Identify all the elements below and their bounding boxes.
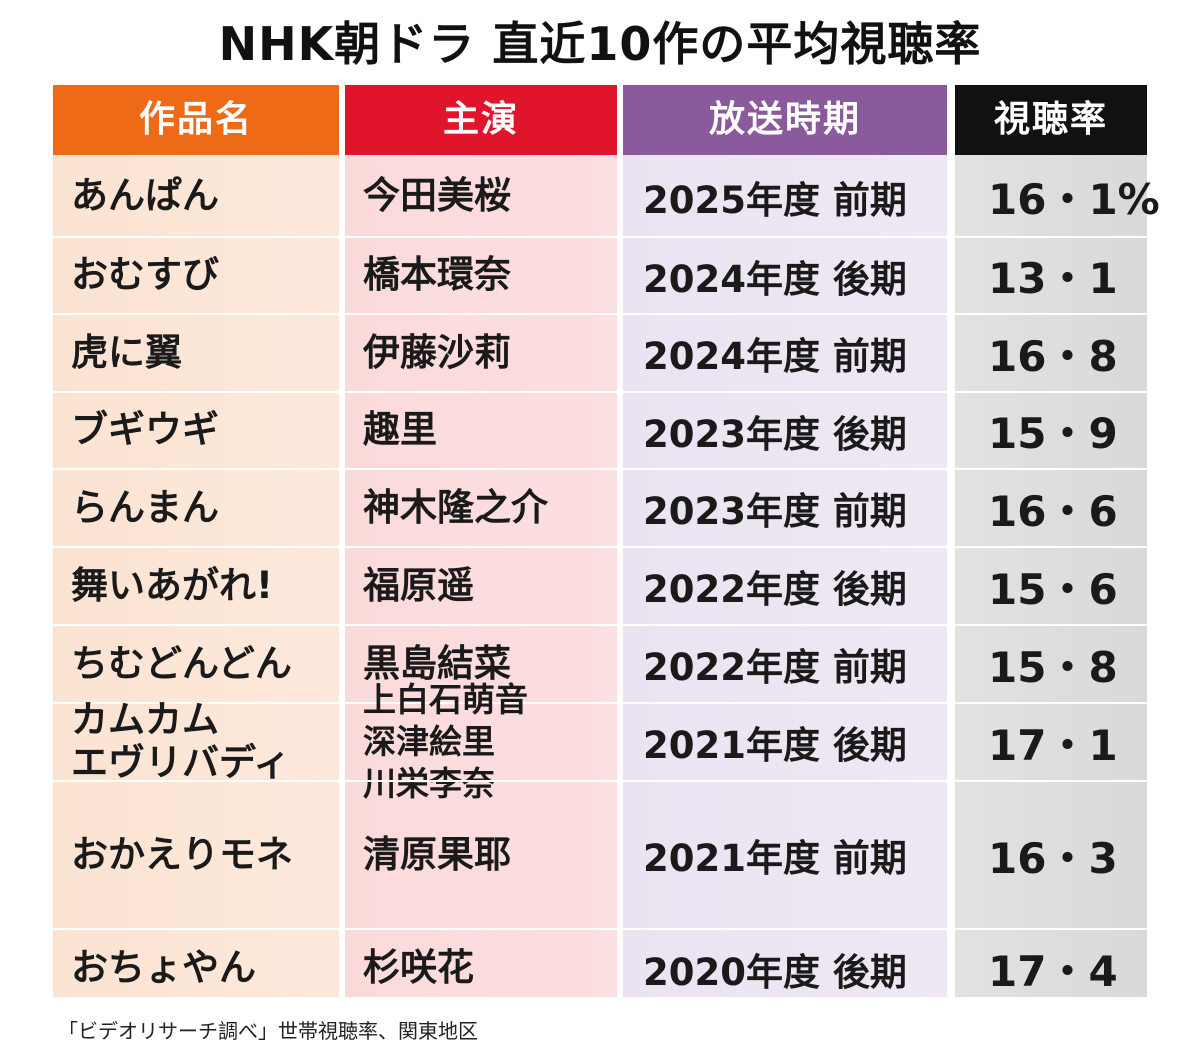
cell-period: 2022年度 後期 (643, 568, 907, 611)
cell-cast-line: 杉咲花 (363, 946, 474, 990)
cell-period: 2023年度 前期 (643, 490, 907, 533)
cell-rating: 15・6 (988, 564, 1118, 614)
cell-rating: 16・8 (988, 331, 1118, 381)
row-divider (53, 468, 1147, 470)
cell-cast: 橋本環奈 (363, 238, 617, 313)
cell-title: おかえりモネ (71, 782, 339, 928)
cell-period: 2022年度 前期 (643, 646, 907, 689)
row-divider (53, 546, 1147, 548)
cell-title: 虎に翼 (71, 315, 339, 391)
cell-cast-line: 深津絵里 (363, 721, 495, 761)
cell-cast-line: 伊藤沙莉 (363, 330, 511, 374)
cell-period: 2020年度 後期 (643, 950, 907, 994)
cell-cast: 趣里 (363, 393, 617, 468)
header-rating: 視聴率 (955, 85, 1147, 155)
cell-title-line: 舞いあがれ! (71, 563, 273, 607)
row-divider (53, 624, 1147, 626)
cell-period: 2023年度 後期 (643, 412, 907, 456)
cell-title-line: おかえりモネ (71, 832, 293, 876)
cell-rating: 16・6 (988, 486, 1118, 536)
cell-cast: 黒島結菜 (363, 626, 617, 702)
cell-title: 舞いあがれ! (71, 548, 339, 624)
cell-title-line: おちょやん (71, 946, 256, 990)
page-title: NHK朝ドラ 直近10作の平均視聴率 (218, 17, 982, 71)
cell-title: あんぱん (71, 157, 339, 236)
cell-title-line: あんぱん (71, 174, 219, 218)
row-divider (53, 928, 1147, 930)
cell-rating: 17・1 (988, 720, 1118, 770)
cell-title-line: カムカム (71, 698, 219, 742)
cell-rating: 17・4 (988, 947, 1118, 996)
cell-rating: 16・1% (988, 175, 1160, 224)
cell-cast-line: 黒島結菜 (363, 641, 511, 685)
cell-cast-line: 福原遥 (363, 563, 474, 607)
cell-rating: 15・8 (988, 642, 1118, 692)
cell-title-line: 虎に翼 (71, 330, 182, 374)
cell-title: ブギウギ (71, 393, 339, 468)
cell-cast: 上白石萌音 深津絵里 川栄李奈 (363, 680, 617, 803)
cell-cast: 伊藤沙莉 (363, 315, 617, 391)
cell-cast: 清原果耶 (363, 782, 617, 928)
header-title: 作品名 (53, 85, 339, 155)
cell-title-line: ちむどんどん (71, 641, 292, 685)
cell-period: 2021年度 後期 (643, 724, 907, 767)
cell-title: カムカム エヴリバディ (71, 699, 339, 784)
cell-cast-line: 神木隆之介 (363, 485, 548, 529)
cell-rating: 16・3 (988, 833, 1118, 883)
row-divider (53, 780, 1147, 782)
row-divider (53, 313, 1147, 315)
cell-cast: 杉咲花 (363, 930, 617, 1007)
cell-title-line: ブギウギ (71, 408, 219, 452)
cell-cast-line: 今田美桜 (363, 174, 511, 218)
cell-cast-line: 川栄李奈 (363, 764, 495, 804)
source-footnote: 「ビデオリサーチ調べ」世帯視聴率、関東地区 (58, 1019, 478, 1043)
cell-title: おちょやん (71, 930, 339, 1007)
cell-title-line: エヴリバディ (71, 741, 291, 784)
cell-cast: 今田美桜 (363, 157, 617, 236)
cell-period: 2025年度 前期 (643, 178, 907, 222)
cell-title: おむすび (71, 238, 339, 313)
cell-cast-line: 上白石萌音 (363, 679, 528, 719)
ratings-table: 作品名 主演 放送時期 視聴率 あんぱん 今田美桜 2025年度 前期 16・1% おむ… (53, 85, 1160, 997)
cell-rating: 13・1 (988, 254, 1118, 303)
row-divider (53, 702, 1147, 704)
cell-cast-line: 清原果耶 (363, 832, 511, 876)
cell-title: らんまん (71, 470, 339, 546)
header-cast: 主演 (345, 85, 617, 155)
cell-period: 2024年度 後期 (643, 257, 907, 301)
cell-title: ちむどんどん (71, 626, 339, 702)
cell-period: 2024年度 前期 (643, 335, 907, 378)
cell-cast: 神木隆之介 (363, 470, 617, 546)
cell-title-line: おむすび (71, 253, 219, 297)
row-divider (53, 236, 1147, 238)
cell-cast-line: 橋本環奈 (363, 253, 511, 297)
cell-cast: 福原遥 (363, 548, 617, 624)
cell-period: 2021年度 前期 (643, 837, 907, 880)
row-divider (53, 391, 1147, 393)
cell-rating: 15・9 (988, 409, 1118, 458)
header-period: 放送時期 (623, 85, 947, 155)
cell-title-line: らんまん (71, 485, 219, 529)
cell-cast-line: 趣里 (363, 408, 437, 452)
